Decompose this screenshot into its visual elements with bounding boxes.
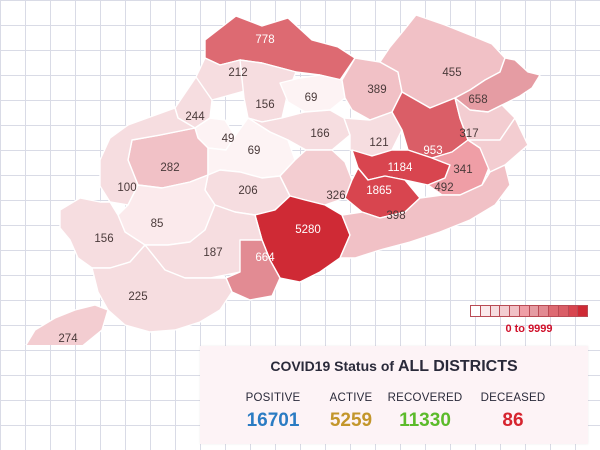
district-east-3-value-label: 1184 [388,162,413,174]
district-west-2-value-label: 282 [160,162,179,174]
district-east-2-value-label: 317 [459,128,478,140]
legend-color-bar [470,305,588,317]
district-east-1-value-label: 953 [423,145,442,157]
stat-active: ACTIVE 5259 [306,392,396,432]
stat-value: 16701 [246,410,300,431]
district-north-4-value-label: 69 [305,92,318,104]
district-east-5-value-label: 492 [434,182,453,194]
status-title-emphasis: ALL DISTRICTS [397,358,518,375]
stat-deceased: DECEASED 86 [468,392,558,432]
status-title: COVID19 Status of ALL DISTRICTS [200,358,588,376]
legend-swatch [490,306,501,316]
legend-swatch [529,306,540,316]
legend-swatch [480,306,491,316]
legend-swatch [539,306,549,316]
stat-value: 11330 [399,410,451,431]
color-scale-legend: 0 to 9999 [470,305,588,339]
district-north-6-value-label: 455 [442,67,461,79]
legend-swatch [578,306,587,316]
legend-swatch [568,306,579,316]
stat-label: DECEASED [480,392,546,404]
district-central-4-value-label: 69 [248,145,261,157]
status-title-prefix: COVID19 Status of [270,358,398,374]
district-west-5-value-label: 156 [94,233,113,245]
legend-swatch [500,306,510,316]
district-east-4-value-label: 1865 [366,185,392,197]
district-south-4-value-label: 664 [255,252,275,264]
district-south-4[interactable] [225,239,281,301]
district-map: 778 212 156 69 389 455 658 244 49 166 121 953 317 282… [20,14,541,345]
district-west-3[interactable] [99,107,196,206]
legend-swatch [558,306,569,316]
stat-label: RECOVERED [387,392,463,404]
district-south-2[interactable] [339,164,511,259]
stat-positive: POSITIVE 16701 [228,392,318,432]
district-south-2-value-label: 398 [386,210,405,222]
district-west-4-value-label: 85 [151,218,164,230]
legend-swatch [549,306,559,316]
district-south-5-value-label: 225 [128,291,147,303]
district-north-5-value-label: 389 [367,84,386,96]
district-north-2-value-label: 212 [228,67,247,79]
district-east-6[interactable] [467,117,529,173]
district-west-1-value-label: 244 [185,111,205,123]
district-central-5-value-label: 206 [238,185,257,197]
district-south-6[interactable] [20,304,109,345]
district-central-3-value-label: 121 [369,137,388,149]
legend-range-label: 0 to 9999 [505,323,553,335]
district-central-1-value-label: 49 [222,133,235,145]
legend-swatch [519,306,530,316]
stat-label: POSITIVE [245,392,301,404]
stat-value: 86 [502,410,524,431]
stat-label: ACTIVE [329,392,373,404]
district-south-3-value-label: 187 [203,247,222,259]
stat-value: 5259 [329,410,373,431]
district-central-2-value-label: 166 [310,128,329,140]
district-south-6-value-label: 274 [58,333,78,345]
stat-recovered: RECOVERED 11330 [380,392,470,432]
district-south-1-value-label: 5280 [295,224,321,236]
district-north-3-value-label: 156 [255,99,274,111]
district-west-3-value-label: 100 [117,182,136,194]
legend-swatch [510,306,520,316]
district-east-6-value-label: 341 [453,164,472,176]
district-central-6-value-label: 326 [326,190,345,202]
district-north-1-value-label: 778 [255,34,274,46]
district-south-5[interactable] [91,244,233,333]
district-north-7-value-label: 658 [468,94,487,106]
status-panel: COVID19 Status of ALL DISTRICTS POSITIVE… [200,346,588,444]
legend-swatch [471,306,481,316]
